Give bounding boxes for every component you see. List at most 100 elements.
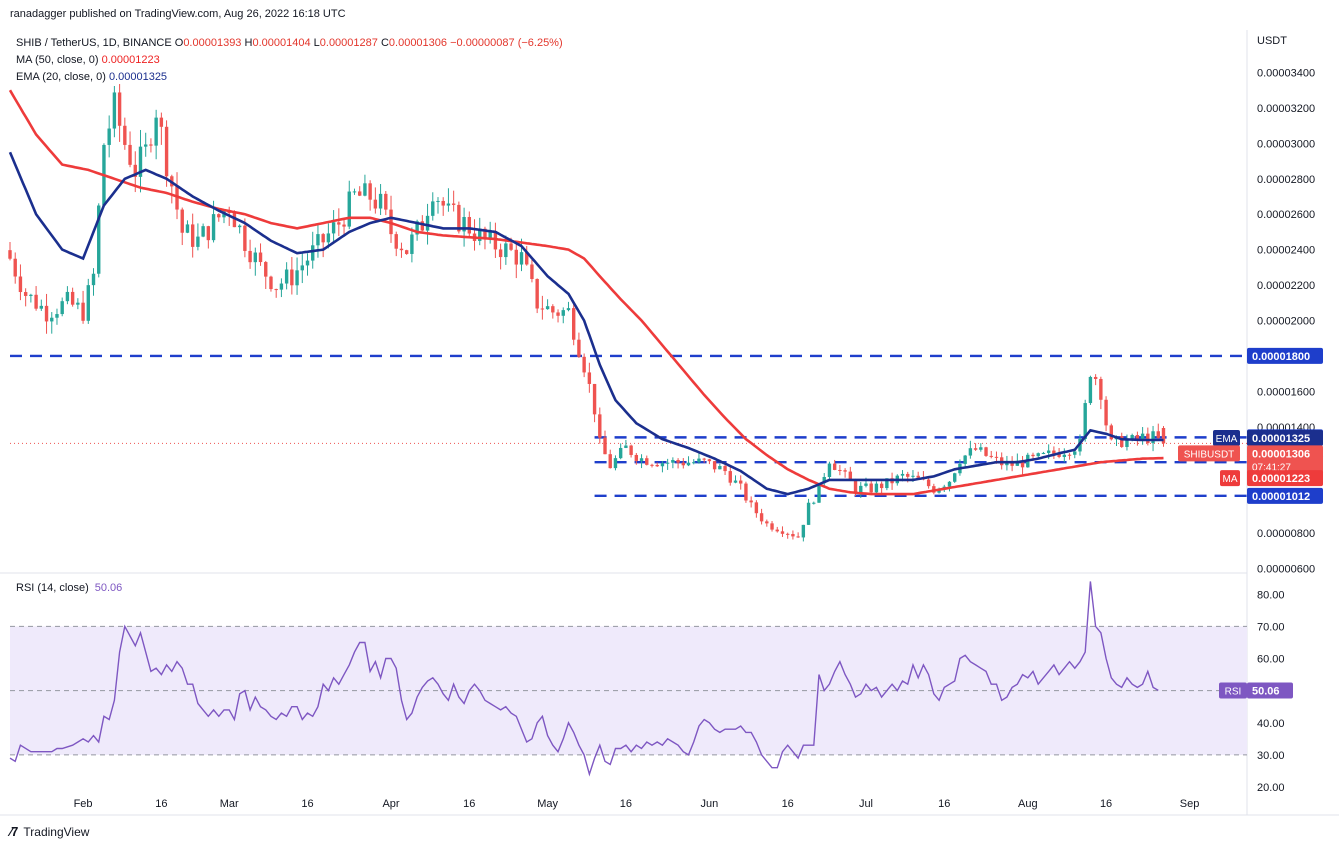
- candle-body: [410, 234, 414, 254]
- axes: USDT0.000006000.000008000.000010000.0000…: [74, 35, 1323, 810]
- candle: [812, 501, 816, 505]
- candle-body: [1041, 452, 1046, 454]
- candle-body: [91, 273, 96, 286]
- candle-body: [384, 193, 388, 210]
- candle-body: [154, 117, 158, 146]
- candle: [660, 460, 665, 473]
- candle: [274, 288, 278, 298]
- candle-body: [874, 483, 879, 493]
- footer[interactable]: ⁄7 TradingView: [10, 824, 89, 839]
- candle-body: [796, 536, 800, 538]
- candle-body: [650, 464, 654, 466]
- candle-body: [838, 469, 842, 471]
- candle-body: [488, 231, 492, 239]
- candle-body: [300, 265, 304, 271]
- rsi-tick-label: 80.00: [1257, 589, 1285, 601]
- candle-body: [190, 224, 195, 247]
- candle: [201, 223, 205, 238]
- candle: [926, 476, 931, 489]
- candle-body: [70, 291, 75, 305]
- candle-body: [827, 463, 832, 477]
- candle-body: [415, 221, 419, 235]
- candle-body: [144, 144, 148, 147]
- candle: [525, 245, 529, 266]
- legend-symbol-row: SHIB / TetherUS, 1D, BINANCE O0.00001393…: [16, 37, 563, 49]
- candle-body: [133, 164, 137, 177]
- candle: [269, 275, 273, 292]
- candle-body: [645, 458, 649, 465]
- candle-body: [989, 455, 993, 457]
- candle-body: [337, 222, 341, 225]
- candle-body: [1093, 376, 1098, 379]
- candle: [1161, 426, 1166, 447]
- candle: [916, 471, 920, 479]
- candle: [290, 256, 294, 295]
- candle: [519, 238, 524, 272]
- candle: [551, 304, 555, 319]
- candle-body: [39, 305, 44, 309]
- candle-body: [446, 203, 451, 206]
- candle-body: [326, 233, 331, 243]
- candle-body: [911, 475, 915, 477]
- candle-body: [279, 283, 284, 290]
- candle-body: [1151, 431, 1155, 444]
- candle-body: [467, 216, 472, 234]
- chart-canvas[interactable]: USDT0.000006000.000008000.000010000.0000…: [0, 0, 1339, 818]
- legend-ema-label: EMA (20, close, 0): [16, 71, 106, 83]
- candle: [331, 210, 336, 242]
- candle-body: [712, 461, 717, 470]
- rsi-tick-label: 20.00: [1257, 782, 1285, 794]
- candle-body: [979, 447, 983, 450]
- candle-body: [566, 308, 571, 311]
- time-tick-label: 16: [620, 798, 632, 810]
- candle-body: [232, 212, 237, 228]
- candle-body: [1146, 433, 1150, 444]
- candle: [206, 225, 211, 249]
- candle: [352, 188, 357, 195]
- candle: [112, 86, 117, 138]
- candle-body: [180, 209, 184, 233]
- candle: [692, 459, 696, 465]
- candle-body: [55, 314, 59, 318]
- candle: [545, 299, 550, 310]
- candle: [989, 450, 993, 459]
- candle: [159, 112, 164, 145]
- candle: [300, 251, 304, 284]
- candle-body: [248, 250, 252, 263]
- candle-body: [504, 243, 508, 258]
- candle: [337, 208, 341, 236]
- candle: [540, 295, 545, 320]
- rsi-tag-name: RSI: [1225, 686, 1242, 697]
- candle: [1010, 456, 1014, 472]
- candle: [70, 287, 75, 307]
- candle-body: [404, 250, 409, 254]
- candle: [18, 264, 23, 301]
- candle: [1088, 375, 1093, 405]
- ma50-line: [8, 89, 1164, 496]
- candle: [801, 524, 806, 542]
- candle: [608, 449, 612, 469]
- candle: [149, 138, 153, 153]
- candle-body: [608, 454, 612, 469]
- candle-body: [1031, 454, 1035, 457]
- candle-body: [1067, 454, 1072, 456]
- candle-body: [243, 225, 247, 251]
- candle: [822, 473, 826, 488]
- candle: [378, 184, 383, 216]
- candle: [838, 464, 842, 476]
- candle-body: [284, 269, 289, 284]
- candle: [451, 190, 456, 212]
- candle-body: [551, 306, 555, 313]
- candle: [859, 482, 863, 498]
- price-tick-label: 0.00000600: [1257, 563, 1315, 575]
- candle-body: [1120, 436, 1124, 447]
- price-tag-name: EMA: [1216, 434, 1238, 445]
- legend-ema-value: 0.00001325: [108, 71, 168, 83]
- candle-body: [149, 144, 153, 146]
- candle-body: [832, 463, 837, 470]
- main-legend: SHIB / TetherUS, 1D, BINANCE O0.00001393…: [16, 35, 563, 86]
- price-tag-name-bg: [1178, 445, 1240, 462]
- rsi-tag-value-bg: [1247, 682, 1293, 699]
- candle: [243, 218, 247, 258]
- candle: [707, 458, 712, 465]
